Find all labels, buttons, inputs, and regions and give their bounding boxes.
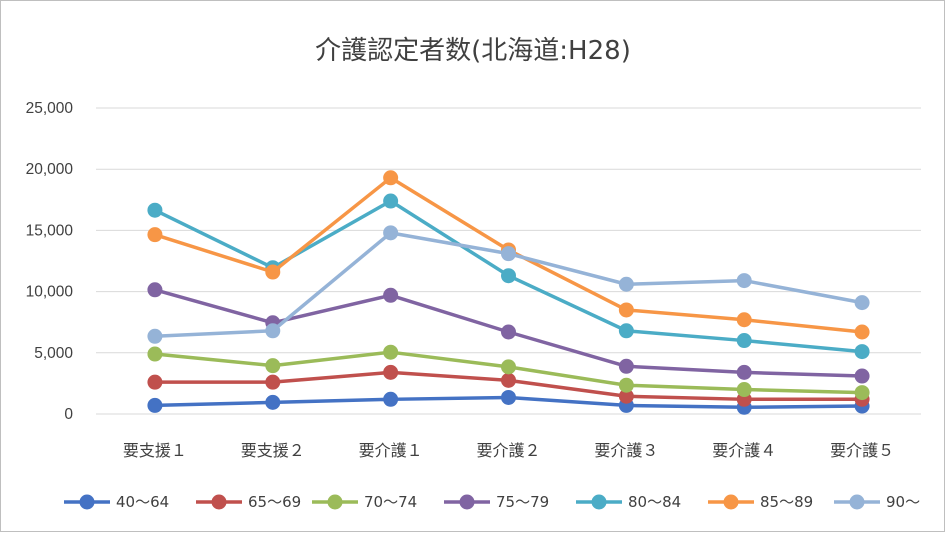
data-point xyxy=(147,397,163,413)
legend-item: 70〜74 xyxy=(312,493,417,511)
legend: 40〜64 65〜69 70〜74 75〜79 80〜84 85〜89 90〜 xyxy=(64,493,920,511)
data-point xyxy=(265,264,281,280)
series-3 xyxy=(147,344,870,401)
data-point xyxy=(618,302,634,318)
legend-point-marker xyxy=(211,494,227,510)
data-point xyxy=(147,202,163,218)
series-1 xyxy=(147,389,870,415)
data-point xyxy=(736,273,752,289)
legend-label: 65〜69 xyxy=(248,493,301,511)
data-point xyxy=(854,324,870,340)
legend-label: 80〜84 xyxy=(628,493,681,511)
legend-point-marker xyxy=(79,494,95,510)
data-point xyxy=(147,282,163,298)
x-tick-label: 要支援２ xyxy=(241,441,305,460)
data-point xyxy=(501,359,516,375)
y-tick-label: 0 xyxy=(64,406,73,423)
data-point xyxy=(618,388,634,404)
data-point xyxy=(265,394,281,410)
legend-point-marker xyxy=(327,494,343,510)
data-point xyxy=(618,323,634,339)
legend-item: 75〜79 xyxy=(444,493,549,511)
data-point xyxy=(383,193,399,209)
x-tick-label: 要介護４ xyxy=(712,441,776,460)
data-point xyxy=(854,344,870,360)
x-tick-label: 要介護１ xyxy=(359,441,423,460)
data-point xyxy=(736,333,752,349)
x-tick-label: 要支援１ xyxy=(123,441,187,460)
y-tick-label: 5,000 xyxy=(34,345,73,362)
data-point xyxy=(501,246,516,262)
series-lines xyxy=(147,170,870,415)
data-point xyxy=(383,364,399,380)
y-tick-label: 25,000 xyxy=(26,100,74,117)
gridlines xyxy=(96,107,921,415)
data-point xyxy=(501,372,516,388)
data-point xyxy=(265,323,281,339)
data-point xyxy=(736,312,752,328)
data-point xyxy=(383,225,399,241)
data-point xyxy=(147,374,163,390)
data-point xyxy=(383,391,399,407)
legend-label: 85〜89 xyxy=(760,493,813,511)
data-point xyxy=(618,276,634,292)
x-axis-tick-labels: 要支援１ 要支援２ 要介護１ 要介護２ 要介護３ 要介護４ 要介護５ xyxy=(123,441,894,460)
data-point xyxy=(147,227,163,243)
y-tick-label: 20,000 xyxy=(26,161,74,178)
data-point xyxy=(501,389,516,405)
legend-label: 90〜 xyxy=(886,493,920,511)
data-point xyxy=(736,364,752,380)
data-point xyxy=(854,385,870,401)
y-tick-label: 15,000 xyxy=(26,222,74,239)
legend-label: 75〜79 xyxy=(496,493,549,511)
chart-title: 介護認定者数(北海道:H28) xyxy=(315,36,631,66)
series-7 xyxy=(147,225,870,344)
data-point xyxy=(383,287,399,303)
data-point xyxy=(854,368,870,384)
data-point xyxy=(383,170,399,186)
x-tick-label: 要介護５ xyxy=(830,441,894,460)
y-axis-tick-labels: 0 5,000 10,000 15,000 20,000 25,000 xyxy=(26,100,74,423)
y-tick-label: 10,000 xyxy=(26,284,74,301)
x-tick-label: 要介護３ xyxy=(594,441,658,460)
data-point xyxy=(147,346,163,362)
data-point xyxy=(501,268,516,284)
data-point xyxy=(618,377,634,393)
data-point xyxy=(265,374,281,390)
legend-item: 80〜84 xyxy=(576,493,681,511)
legend-point-marker xyxy=(849,494,865,510)
legend-label: 70〜74 xyxy=(364,493,417,511)
data-point xyxy=(736,382,752,398)
data-point xyxy=(383,344,399,360)
data-point xyxy=(854,295,870,311)
legend-point-marker xyxy=(459,494,475,510)
legend-item: 40〜64 xyxy=(64,493,169,511)
legend-item: 65〜69 xyxy=(196,493,301,511)
legend-point-marker xyxy=(723,494,739,510)
legend-item: 90〜 xyxy=(834,493,920,511)
data-point xyxy=(618,358,634,374)
data-point xyxy=(147,328,163,344)
data-point xyxy=(265,358,281,374)
x-tick-label: 要介護２ xyxy=(476,441,540,460)
legend-point-marker xyxy=(591,494,607,510)
data-point xyxy=(501,324,516,340)
legend-item: 85〜89 xyxy=(708,493,813,511)
legend-label: 40〜64 xyxy=(116,493,169,511)
